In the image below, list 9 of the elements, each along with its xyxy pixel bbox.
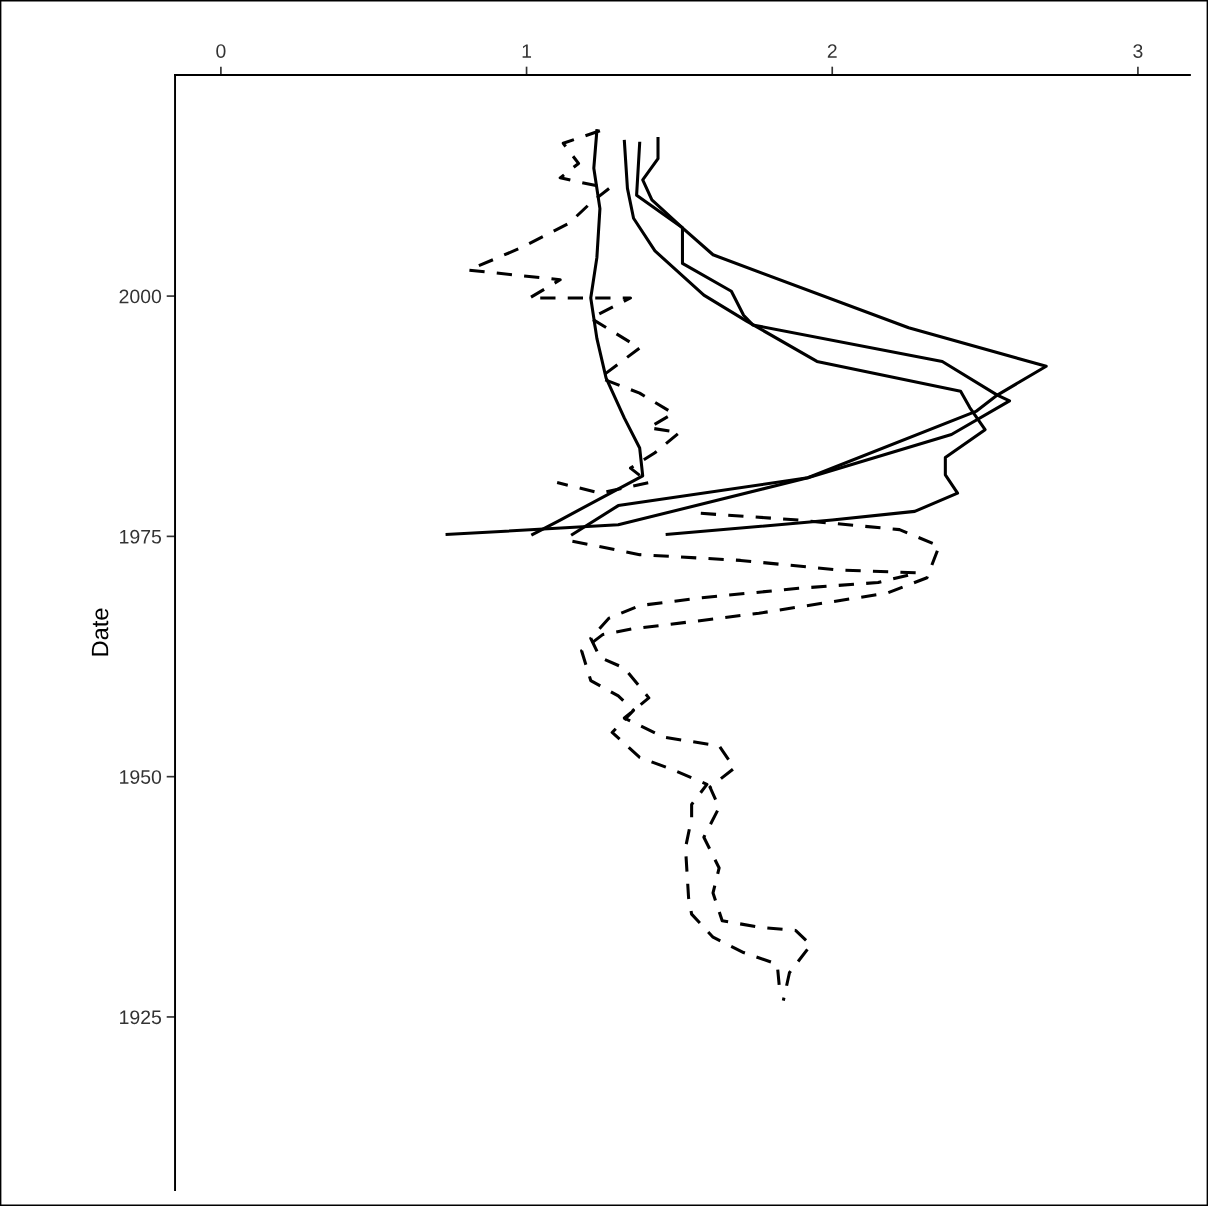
x-tick-label: 3 xyxy=(1133,44,1143,58)
x-tick-label: 2 xyxy=(827,44,837,58)
y-tick-label: 1925 xyxy=(120,1010,162,1025)
y-tick-label: 2000 xyxy=(119,289,162,304)
y-tick-label: 1950 xyxy=(120,770,162,784)
x-tick-label: 1 xyxy=(522,44,532,58)
y-axis-title: Date xyxy=(91,608,109,656)
y-tick-label: 1975 xyxy=(120,529,162,544)
x-tick-label: 0 xyxy=(216,44,226,58)
